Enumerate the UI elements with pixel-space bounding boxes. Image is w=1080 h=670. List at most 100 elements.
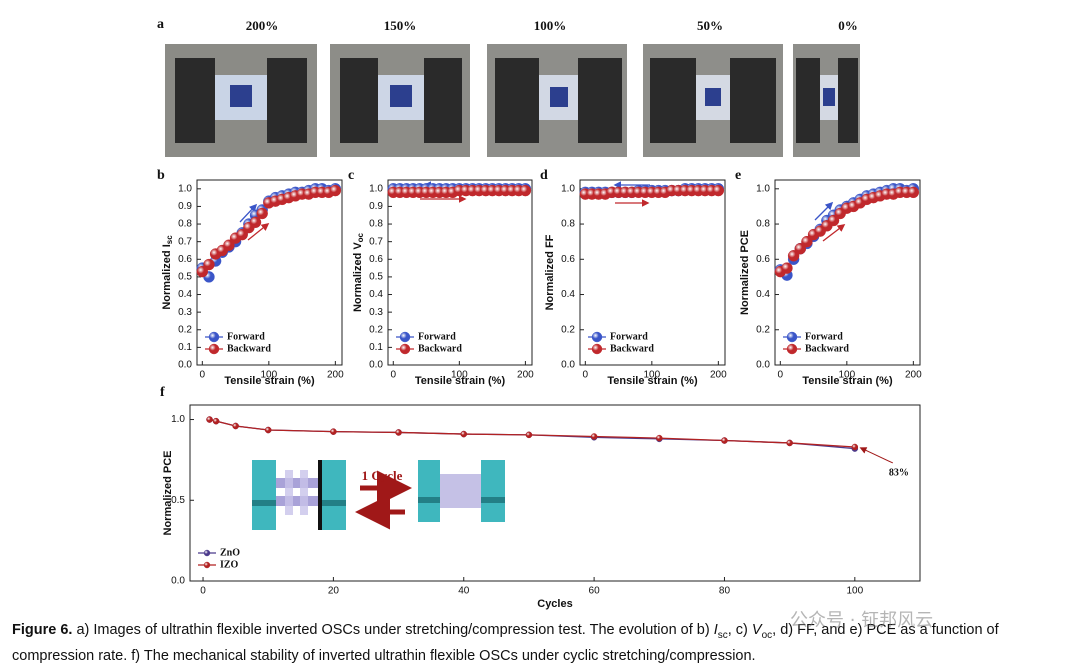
- x-tick-label: 60: [589, 586, 601, 597]
- data-point: [801, 235, 813, 248]
- y-axis-label: Normalized Isc: [161, 235, 174, 310]
- y-tick-label: 0.5: [369, 272, 383, 283]
- x-tick-label: 200: [517, 370, 534, 381]
- data-point: [786, 439, 793, 447]
- y-axis-label-text: Normalized PCE: [739, 230, 751, 315]
- y-tick-label: 0.6: [178, 254, 192, 265]
- legend-label: Forward: [418, 331, 456, 342]
- legend-marker: [786, 343, 798, 355]
- x-tick-label: 100: [451, 370, 468, 381]
- y-tick-label: 1.0: [561, 183, 575, 194]
- y-tick-label: 0.0: [171, 576, 185, 587]
- data-point: [232, 422, 239, 430]
- data-point: [223, 239, 235, 251]
- caption-text: , d) FF, and e) PCE as a function of com…: [12, 622, 999, 664]
- legend-label: Backward: [805, 343, 849, 354]
- data-point: [212, 417, 220, 425]
- data-point: [590, 433, 598, 440]
- y-axis-label: Normalized PCE: [739, 230, 751, 315]
- y-axis-label-text: Normalized V: [352, 242, 364, 312]
- photo: [487, 44, 627, 157]
- data-point: [206, 416, 213, 423]
- data-point: [907, 186, 920, 199]
- caption-text: a) Images of ultrathin flexible inverted…: [72, 622, 714, 638]
- photo: [330, 44, 470, 157]
- x-tick-label: 0: [583, 370, 589, 381]
- photos: [165, 44, 860, 157]
- y-tick-label: 0.8: [369, 219, 383, 230]
- y-tick-label: 0.1: [178, 342, 192, 353]
- legend-marker: [203, 549, 211, 557]
- legend-label: Backward: [418, 343, 462, 354]
- x-tick-label: 200: [327, 370, 344, 381]
- y-axis-label: Normalized PCE: [162, 451, 174, 536]
- legend-marker: [208, 343, 220, 355]
- y-tick-label: 0.4: [756, 289, 770, 300]
- y-tick-label: 0.2: [178, 324, 192, 335]
- photo-label: 0%: [838, 18, 858, 33]
- data-point: [330, 428, 337, 435]
- annotation-arrow: [859, 447, 894, 464]
- y-tick-label: 0.0: [178, 360, 192, 371]
- plot-frame: [579, 179, 726, 366]
- data-point: [519, 184, 532, 197]
- y-tick-label: 0.5: [171, 495, 185, 506]
- photo: [793, 44, 860, 157]
- y-tick-label: 0.6: [756, 254, 770, 265]
- y-tick-label: 0.3: [178, 307, 192, 318]
- caption-text: I: [713, 622, 718, 638]
- y-tick-label: 0.4: [561, 289, 575, 300]
- x-tick-label: 0: [200, 586, 206, 597]
- data-point: [712, 184, 725, 197]
- data-point: [851, 443, 859, 451]
- legend-label: Forward: [610, 331, 648, 342]
- legend-label: Backward: [227, 343, 271, 354]
- x-axis-label: Tensile strain (%): [802, 375, 893, 387]
- y-tick-label: 0.6: [561, 254, 575, 265]
- y-axis-label-subscript: oc: [356, 232, 365, 242]
- photo-label: 50%: [697, 18, 723, 33]
- legend-marker: [591, 331, 603, 343]
- legend-marker: [208, 331, 220, 343]
- photo: [165, 44, 317, 157]
- y-tick-label: 1.0: [178, 183, 192, 194]
- y-tick-label: 0.5: [178, 272, 192, 283]
- series-line: [209, 418, 855, 448]
- data-point: [656, 434, 663, 442]
- x-tick-label: 0: [391, 370, 397, 381]
- y-tick-label: 0.8: [756, 219, 770, 230]
- caption-text: V: [751, 622, 762, 638]
- panel-label: f: [160, 385, 165, 400]
- panel-label: e: [735, 168, 741, 183]
- x-tick-label: 100: [260, 370, 277, 381]
- y-tick-label: 0.2: [369, 324, 383, 335]
- y-tick-label: 0.9: [369, 201, 383, 212]
- data-point: [525, 431, 533, 439]
- caption-text: , c): [727, 622, 752, 638]
- x-tick-label: 20: [328, 586, 340, 597]
- y-tick-label: 0.1: [369, 342, 383, 353]
- data-point: [264, 426, 272, 434]
- y-tick-label: 0.7: [178, 236, 192, 247]
- y-axis-label-text: Normalized I: [161, 244, 173, 309]
- legend-marker: [591, 343, 603, 355]
- watermark: 公众号 · 钲邦风云: [790, 610, 934, 631]
- x-tick-label: 40: [458, 586, 470, 597]
- photo-label: 100%: [534, 18, 567, 33]
- inset-label: 1 Cycle: [362, 468, 403, 483]
- legend-label: IZO: [220, 559, 239, 570]
- plot-frame: [189, 404, 921, 582]
- caption-subscript: sc: [717, 629, 728, 641]
- y-tick-label: 0.0: [369, 360, 383, 371]
- y-tick-label: 0.2: [561, 324, 575, 335]
- data-point: [236, 228, 248, 241]
- caption-subscript: oc: [761, 629, 773, 641]
- photo: [643, 44, 783, 157]
- y-tick-label: 0.8: [561, 219, 575, 230]
- x-axis-label: Tensile strain (%): [224, 375, 315, 387]
- legend-label: ZnO: [220, 547, 240, 558]
- series-line: [209, 418, 855, 450]
- caption: Figure 6. a) Images of ultrathin flexibl…: [12, 620, 1072, 667]
- x-tick-label: 200: [710, 370, 727, 381]
